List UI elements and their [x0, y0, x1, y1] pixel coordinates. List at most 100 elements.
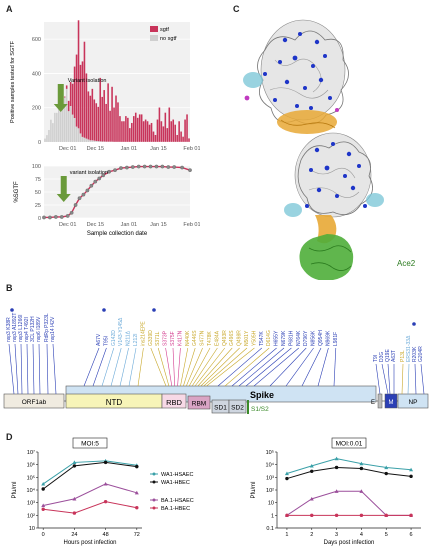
data-point	[166, 165, 171, 169]
em-mutation-leader	[387, 363, 391, 395]
x-tick-label: 1	[285, 532, 288, 538]
bar-sgtf	[150, 122, 153, 142]
y-tick-label: 0	[38, 140, 41, 146]
panel-letter-a: A	[6, 4, 13, 14]
bar-no-sgtf	[77, 128, 80, 142]
bar-sgtf	[131, 122, 133, 142]
bar-no-sgtf	[85, 138, 88, 142]
y-tick-label: 10²	[27, 513, 35, 519]
y-tick-label: 25	[35, 203, 41, 209]
data-point	[409, 467, 414, 472]
data-point	[65, 214, 70, 218]
bar-no-sgtf	[61, 104, 64, 142]
np-mutation-label: P13L	[400, 350, 406, 362]
data-point	[359, 489, 364, 493]
np-mutation-leader	[420, 363, 425, 395]
bar-sgtf	[67, 100, 70, 112]
panel-letter-d: D	[6, 432, 13, 442]
bar-sgtf	[144, 119, 147, 142]
bar-no-sgtf	[46, 135, 48, 142]
data-point	[160, 164, 165, 169]
x-tick-label: 72	[134, 532, 140, 538]
orf1ab-mutation-label: nsp3 A1892T	[12, 313, 18, 342]
orf1ab-mutation-leader	[52, 343, 57, 395]
spike-mutation-leader	[317, 347, 329, 387]
legend-marker	[152, 506, 156, 510]
bar-no-sgtf	[95, 140, 98, 142]
y-axis-label: Pfu/ml	[251, 481, 257, 498]
rbd-label: RBD	[166, 398, 182, 407]
x-tick-label: 3	[335, 532, 338, 538]
np-label: NP	[408, 399, 417, 406]
y-tick-label: 100	[32, 164, 41, 170]
spike-mutation-label: D614G	[266, 330, 272, 346]
bar-sgtf	[132, 116, 135, 142]
x-tick-label: Dec 15	[87, 146, 104, 152]
y-tick-label: 10³	[27, 501, 35, 507]
em-mutation-leader	[375, 363, 381, 395]
y-tick-label: 75	[35, 177, 41, 183]
y-tick-label: 10⁶	[27, 462, 35, 469]
data-point	[72, 496, 77, 501]
spike-mutation-label: D796Y	[303, 330, 309, 346]
x-tick-label: 5	[385, 532, 388, 538]
bar-sgtf	[170, 121, 173, 142]
bar-sgtf	[188, 138, 190, 142]
spike-mutation-label: E484A	[214, 330, 220, 346]
e-segment	[377, 393, 383, 409]
bar-sgtf	[146, 121, 149, 142]
data-point	[136, 164, 141, 169]
x-axis-label: Hours post infection	[63, 540, 116, 546]
orf1ab-mutation-label: 3CL P132H	[30, 316, 36, 342]
bar-sgtf	[83, 41, 86, 138]
orf1ab-label: ORF1ab	[22, 399, 47, 406]
y-tick-label: 0	[38, 216, 41, 222]
spike-mutation-leader	[269, 347, 307, 387]
spike-mutation-label: G142D	[111, 330, 117, 346]
x-tick-label: 6	[410, 532, 413, 538]
y-tick-label: 10⁵	[266, 449, 274, 456]
bar-sgtf	[111, 86, 113, 142]
ntd-label: NTD	[106, 398, 123, 407]
data-point	[172, 165, 177, 169]
spike-mutation-leader	[245, 347, 292, 387]
chart-title: MOI:5	[81, 441, 99, 448]
spike-mutation-leader	[83, 347, 100, 387]
bar-sgtf	[182, 136, 184, 142]
data-point	[130, 165, 135, 169]
data-point	[384, 471, 388, 476]
orf1ab-mutation-label: nsp6 I189V	[36, 316, 42, 342]
bar-sgtf	[176, 134, 178, 142]
x-tick-label: 24	[71, 532, 77, 538]
rbm-segment	[187, 395, 211, 410]
data-point	[180, 165, 184, 170]
bar-sgtf	[180, 131, 182, 142]
legend-swatch-no-sgtf	[150, 35, 158, 41]
x-tick-label: 4	[360, 532, 363, 538]
data-point	[359, 466, 364, 471]
x-axis-label: Sample collection date	[87, 231, 148, 237]
bar-sgtf	[107, 83, 109, 142]
moi5-growth-chart: 10 10² 10³ 10⁴ 10⁵ 10⁶ 10⁷ 0 24 48 72 Hours post in…	[12, 437, 194, 546]
bar-sgtf	[162, 126, 165, 142]
spike-mutation-label: L212I	[133, 333, 139, 346]
em-mutation-label: D3G	[379, 352, 385, 362]
bar-sgtf	[71, 83, 74, 115]
bar-sgtf	[158, 107, 161, 142]
bar-sgtf	[117, 102, 119, 142]
bar-sgtf	[87, 91, 90, 140]
data-point	[107, 169, 111, 174]
legend-label: BA.1-HBEC	[161, 506, 190, 512]
spike-mutation-leader	[172, 347, 175, 387]
spike-mutation-label: P681H	[288, 330, 294, 346]
rbd-segment	[161, 393, 187, 409]
rbm-label: RBM	[192, 401, 206, 408]
spike-mutation-leader	[238, 347, 285, 387]
bar-no-sgtf	[67, 111, 70, 142]
spike-mutation-leader	[183, 347, 196, 387]
bar-no-sgtf	[93, 140, 96, 142]
bar-no-sgtf	[50, 119, 52, 142]
bar-sgtf	[115, 95, 117, 142]
orf1ab-mutation-label: nsp3 L1266I	[18, 314, 24, 342]
data-point	[77, 196, 82, 201]
